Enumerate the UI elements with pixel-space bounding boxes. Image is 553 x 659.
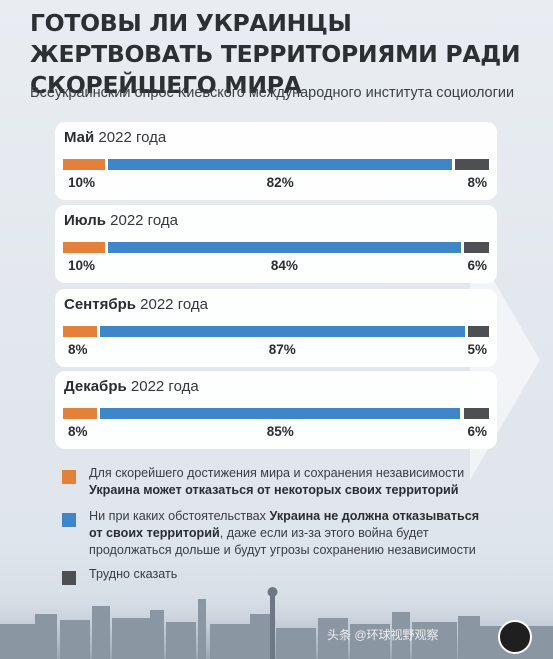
survey-card-september: Сентябрь 2022 года 8% 87% 5% <box>55 289 497 367</box>
value-label-no-concede: 82% <box>266 175 294 190</box>
bar-segment-no-concede <box>108 159 453 170</box>
survey-label: Май 2022 года <box>64 129 166 146</box>
value-label-concede: 8% <box>68 342 88 357</box>
legend-swatch-unsure <box>62 571 76 585</box>
bar-segment-unsure <box>463 242 489 253</box>
bar-segment-concede <box>63 408 97 419</box>
legend-no-concede-l1b: Украина не должна отказываться <box>269 509 480 523</box>
survey-month: Июль <box>64 212 106 229</box>
stacked-bar <box>63 408 489 419</box>
survey-card-july: Июль 2022 года 10% 84% 6% <box>55 205 497 283</box>
legend-swatch-no-concede <box>62 513 76 527</box>
survey-label: Декабрь 2022 года <box>64 378 199 395</box>
survey-card-december: Декабрь 2022 года 8% 85% 6% <box>55 371 497 449</box>
survey-year: 2022 года <box>98 129 167 146</box>
stacked-bar <box>63 242 489 253</box>
legend-concede-line2: Украина может отказаться от некоторых св… <box>89 483 459 497</box>
value-label-no-concede: 87% <box>268 342 296 357</box>
watermark-logo <box>498 620 532 654</box>
value-label-unsure: 6% <box>467 424 487 439</box>
skyline-svg <box>0 584 553 659</box>
legend-text-no-concede: Ни при каких обстоятельствах Украина не … <box>89 508 519 559</box>
survey-year: 2022 года <box>110 212 178 229</box>
value-label-concede: 8% <box>68 424 88 439</box>
survey-year: 2022 года <box>140 296 208 313</box>
bar-segment-no-concede <box>99 326 465 337</box>
page-subtitle: Всеукраинский опрос Киевского международ… <box>30 85 515 101</box>
survey-month: Сентябрь <box>64 296 136 313</box>
value-label-unsure: 8% <box>467 175 487 190</box>
bar-segment-unsure <box>463 408 489 419</box>
legend-text-concede: Для скорейшего достижения мира и сохране… <box>89 465 519 499</box>
stacked-bar <box>63 326 489 337</box>
bar-segment-concede <box>63 326 97 337</box>
bar-segment-concede <box>63 242 105 253</box>
survey-month: Май <box>64 129 95 146</box>
bar-segment-no-concede <box>99 408 461 419</box>
survey-label: Июль 2022 года <box>64 212 178 229</box>
value-label-no-concede: 85% <box>266 424 294 439</box>
legend-swatch-concede <box>62 470 76 484</box>
survey-year: 2022 года <box>130 378 199 395</box>
legend-no-concede-l2a: от своих территорий <box>89 526 220 540</box>
bar-segment-no-concede <box>108 242 461 253</box>
survey-card-may: Май 2022 года 10% 82% 8% <box>55 122 497 200</box>
value-label-no-concede: 84% <box>270 258 298 273</box>
watermark-text: 头条 @环球视野观察 <box>327 628 439 642</box>
legend-no-concede-l2b: , даже если из-за этого война будет <box>219 526 429 540</box>
page-title: ГОТОВЫ ЛИ УКРАИНЦЫ ЖЕРТВОВАТЬ ТЕРРИТОРИЯ… <box>30 9 521 99</box>
survey-month: Декабрь <box>64 378 127 395</box>
value-label-unsure: 6% <box>467 258 487 273</box>
stacked-bar <box>63 159 489 170</box>
survey-label: Сентябрь 2022 года <box>64 296 208 313</box>
legend-no-concede-l3: продолжаться дольше и будут угрозы сохра… <box>89 543 476 557</box>
legend-unsure-text: Трудно сказать <box>89 567 178 581</box>
value-label-concede: 10% <box>68 258 96 273</box>
kyiv-skyline-image <box>0 584 553 659</box>
legend-text-unsure: Трудно сказать <box>89 566 519 583</box>
bar-segment-unsure <box>468 326 489 337</box>
legend-concede-line1: Для скорейшего достижения мира и сохране… <box>89 466 465 480</box>
bar-segment-concede <box>63 159 105 170</box>
legend-no-concede-l1a: Ни при каких обстоятельствах <box>89 509 270 523</box>
value-label-concede: 10% <box>68 175 96 190</box>
bar-segment-unsure <box>455 159 489 170</box>
value-label-unsure: 5% <box>467 342 487 357</box>
